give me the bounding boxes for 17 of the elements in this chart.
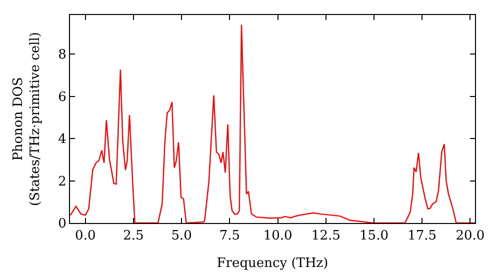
y-tick-label: 2 xyxy=(58,174,66,190)
y-tick-label: 8 xyxy=(58,48,66,63)
x-tick-label: 17.5 xyxy=(408,228,437,244)
y-tick-label: 0 xyxy=(58,216,66,232)
x-axis-title: Frequency (THz) xyxy=(216,256,328,272)
x-tick-label: 5.0 xyxy=(171,228,192,244)
x-tick-label: 10.0 xyxy=(263,228,292,244)
y-tick-label: 6 xyxy=(58,90,66,105)
x-tick-label: 15.0 xyxy=(360,228,388,244)
y-axis-title: Phonon DOS (States/THz·primitive cell) xyxy=(11,32,44,206)
x-tick-label: 12.5 xyxy=(311,228,340,244)
line-series xyxy=(70,24,475,223)
x-tick-label: 0.0 xyxy=(75,228,96,244)
x-tick-label: 2.5 xyxy=(123,228,144,244)
x-tick-label: 20.0 xyxy=(456,228,485,244)
y-tick-label: 4 xyxy=(58,132,66,148)
x-tick-label: 7.5 xyxy=(219,228,240,244)
